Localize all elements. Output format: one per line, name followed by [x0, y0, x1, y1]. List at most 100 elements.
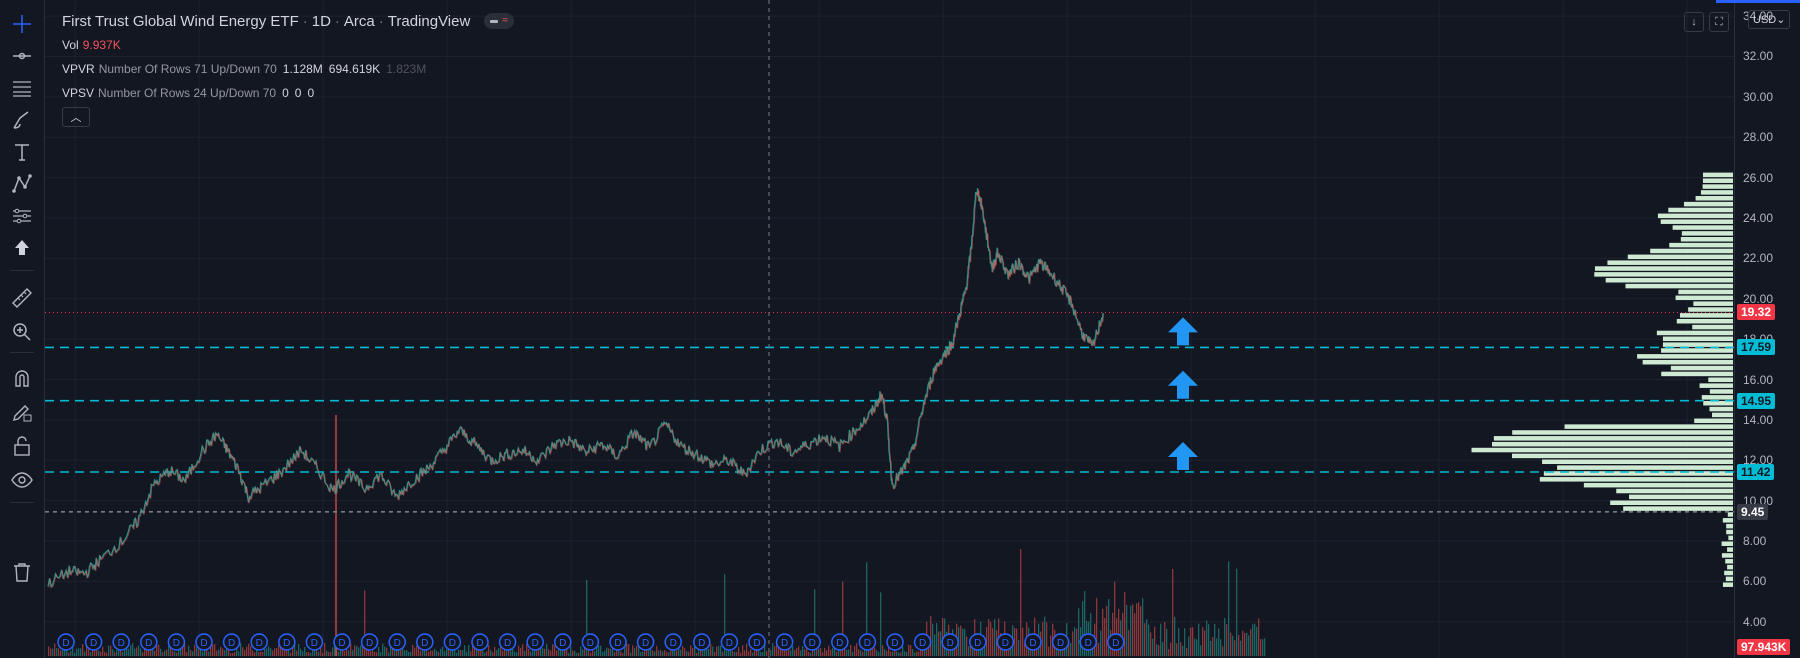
- volume-bar: [616, 647, 618, 656]
- volume-bar: [196, 647, 198, 656]
- dividend-marker-label: D: [753, 638, 760, 649]
- volume-bar: [240, 643, 242, 656]
- volume-bar: [332, 647, 334, 656]
- zoom-in-icon[interactable]: [6, 316, 38, 348]
- volume-bar: [368, 649, 370, 656]
- dividend-marker-circle: [498, 633, 517, 651]
- fib-icon[interactable]: [6, 72, 38, 104]
- status-pill[interactable]: ≈: [484, 13, 514, 29]
- chart-legend: First Trust Global Wind Energy ETF · 1D …: [62, 9, 514, 129]
- ruler-icon[interactable]: [6, 282, 38, 314]
- volume-bar: [986, 627, 988, 656]
- volume-bar: [820, 647, 822, 656]
- volume-bar: [346, 645, 348, 656]
- legend-vpvr-row[interactable]: VPVR Number Of Rows 71 Up/Down 70 1.128M…: [62, 57, 514, 81]
- price-tick: 30.00: [1743, 89, 1774, 104]
- unlock-icon[interactable]: [6, 430, 38, 462]
- volume-bar: [190, 650, 192, 656]
- profile-bar: [1616, 488, 1733, 494]
- interval-label[interactable]: 1D: [311, 12, 331, 30]
- volume-bar: [214, 644, 216, 656]
- profile-bar: [1650, 248, 1733, 254]
- volume-bar: [370, 651, 372, 656]
- eye-icon[interactable]: [6, 464, 38, 496]
- volume-bar: [638, 645, 640, 656]
- price-axis[interactable]: 34.00 32.00 30.00 28.00 26.00 24.00 22.00 20.00…: [1734, 0, 1800, 658]
- volume-bar: [50, 648, 52, 656]
- volume-bar: [360, 645, 362, 656]
- volume-bar: [1230, 632, 1232, 656]
- forecast-icon[interactable]: [6, 200, 38, 232]
- profile-bar: [1722, 518, 1733, 523]
- dividend-marker-label: D: [228, 638, 235, 649]
- volume-bar: [292, 645, 294, 656]
- volume-bar: [1022, 627, 1024, 656]
- currency-select[interactable]: USD⌄: [1748, 10, 1791, 29]
- dividend-marker: D: [996, 633, 1015, 651]
- volume-bar: [526, 643, 528, 656]
- symbol-title[interactable]: First Trust Global Wind Energy ETF: [62, 12, 299, 30]
- volume-bar: [1014, 627, 1016, 656]
- volume-bar: [972, 642, 974, 656]
- volume-bar: [516, 652, 518, 656]
- volume-bar: [1076, 628, 1078, 656]
- dividend-marker: D: [498, 633, 517, 651]
- volume-bar: [896, 651, 898, 656]
- volume-bar: [860, 650, 862, 656]
- trend-line-icon[interactable]: [6, 40, 38, 72]
- volume-bar: [304, 647, 306, 656]
- volume-bar: [138, 645, 140, 656]
- dividend-marker-circle: [57, 633, 75, 651]
- price-tag: 19.32: [1737, 304, 1776, 321]
- legend-vol-row[interactable]: Vol 9.937K: [62, 33, 514, 57]
- trash-icon[interactable]: [6, 556, 38, 588]
- profile-bar: [1702, 178, 1733, 183]
- volume-bar: [1262, 639, 1264, 656]
- volume-bar: [554, 645, 556, 656]
- volume-bar: [90, 652, 92, 656]
- volume-bar: [680, 649, 682, 656]
- pattern-icon[interactable]: [6, 168, 38, 200]
- volume-bar: [462, 650, 464, 656]
- volume-bar: [102, 646, 104, 656]
- vpvr-args: Number Of Rows 71 Up/Down 70: [98, 62, 277, 76]
- volume-bar: [868, 647, 870, 656]
- price-tick: 28.00: [1743, 130, 1774, 145]
- legend-vpsv-row[interactable]: VPSV Number Of Rows 24 Up/Down 70 0 0 0: [62, 81, 514, 105]
- brush-icon[interactable]: [6, 104, 38, 136]
- text-icon[interactable]: [6, 136, 38, 168]
- volume-bar: [106, 652, 108, 656]
- volume-bar: [806, 646, 808, 656]
- volume-bar: [612, 644, 614, 656]
- arrow-up-icon[interactable]: [6, 232, 38, 264]
- profile-bar: [1709, 389, 1733, 394]
- volume-bar: [714, 652, 716, 656]
- price-tick: 26.00: [1743, 170, 1774, 185]
- volume-bar: [710, 644, 712, 656]
- volume-bar: [1184, 628, 1186, 656]
- fullscreen-button[interactable]: ⛶: [1709, 12, 1729, 32]
- dividend-marker: D: [140, 633, 158, 651]
- magnet-icon[interactable]: [6, 362, 38, 394]
- collapse-legend-button[interactable]: ︿: [62, 107, 90, 127]
- volume-bar: [740, 652, 742, 656]
- volume-bar: [278, 645, 280, 656]
- volume-bar: [478, 650, 480, 656]
- volume-bar: [122, 651, 124, 656]
- lock-draw-icon[interactable]: [6, 396, 38, 428]
- volume-bar: [752, 652, 754, 656]
- volume-bar: [1124, 592, 1126, 656]
- volume-bar: [814, 589, 816, 656]
- volume-bar: [652, 650, 654, 656]
- volume-bar: [160, 648, 162, 656]
- price-tick: 4.00: [1743, 614, 1767, 629]
- scroll-down-button[interactable]: ↓: [1684, 12, 1704, 32]
- volume-bar: [734, 651, 736, 656]
- volume-bar: [822, 652, 824, 656]
- volume-bar: [1072, 631, 1074, 656]
- profile-bar: [1539, 477, 1733, 482]
- crosshair-icon[interactable]: [6, 8, 38, 40]
- volume-bar: [620, 651, 622, 656]
- dividend-marker-label: D: [200, 638, 207, 649]
